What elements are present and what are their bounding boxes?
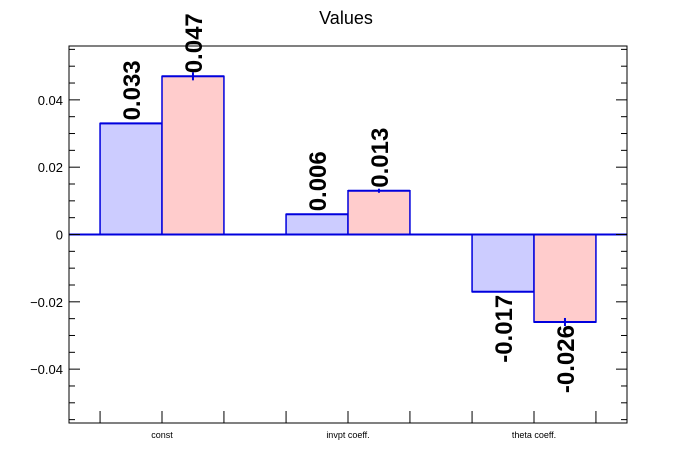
chart-title: Values [319,8,373,28]
y-tick-label: 0.04 [38,93,63,108]
bars-layer [99,72,597,327]
value-labels-layer: 0.033 0.006 -0.017 0.047 0.013 -0.026 [119,13,580,393]
y-tick-label: 0 [56,228,63,243]
bar [347,189,411,236]
category-label: theta coeff. [512,430,556,440]
bar [285,213,349,236]
y-tick-label: −0.02 [30,295,63,310]
data-label: 0.047 [181,13,208,73]
bar [99,122,163,236]
data-label: 0.033 [119,60,146,120]
bar [161,75,225,236]
data-label: -0.026 [553,325,580,393]
bar [533,233,597,323]
category-label: invpt coeff. [326,430,369,440]
data-label: 0.006 [305,151,332,211]
data-label: 0.013 [367,128,394,188]
category-label: const [151,430,173,440]
y-tick-label: −0.04 [30,362,63,377]
bar [471,233,535,293]
data-label: -0.017 [491,295,518,363]
axis-layer: −0.04 −0.02 0 0.02 0.04 const invpt coeff. thet… [30,45,628,440]
y-tick-label: 0.02 [38,160,63,175]
